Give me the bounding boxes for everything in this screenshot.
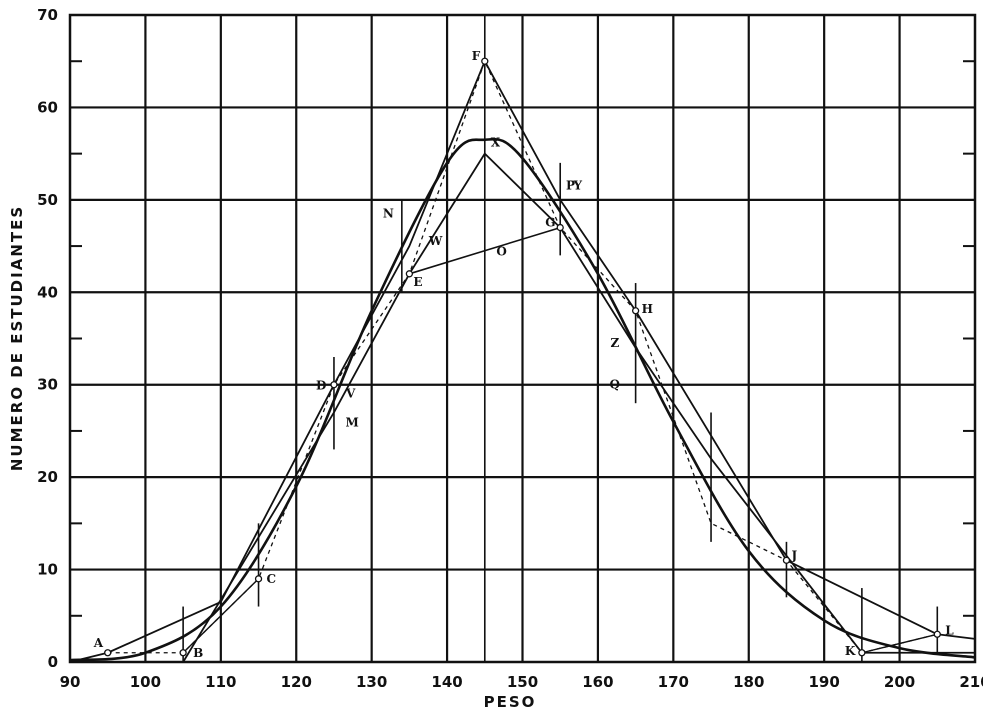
point-marker-c <box>254 575 263 583</box>
point-marker-f <box>481 57 489 65</box>
point-label-y: Y <box>573 179 583 193</box>
connector-k-l <box>861 633 938 654</box>
x-tick-label: 120 <box>281 673 312 691</box>
point-label-e: E <box>413 275 422 289</box>
point-label-m: M <box>346 416 359 430</box>
y-tick-label: 10 <box>37 561 58 579</box>
point-marker-l <box>933 630 941 638</box>
point-label-k: K <box>845 644 856 658</box>
point-marker-a <box>104 649 112 657</box>
point-label-h: H <box>642 302 653 316</box>
point-marker-h <box>631 307 640 315</box>
series-line-4 <box>69 137 976 662</box>
x-tick-label: 150 <box>507 673 538 691</box>
point-marker-j <box>782 556 791 564</box>
x-tick-label: 140 <box>431 673 462 691</box>
point-label-f: F <box>472 49 481 63</box>
point-marker-k <box>858 649 866 657</box>
plot-frame <box>68 13 977 664</box>
y-tick-label: 50 <box>37 191 58 209</box>
x-tick-label: 190 <box>809 673 840 691</box>
point-label-b: B <box>193 646 203 660</box>
x-tick-label: 90 <box>60 673 81 691</box>
marker-layer <box>104 57 941 657</box>
point-label-o: O <box>496 245 506 259</box>
point-label-x: X <box>491 135 501 149</box>
x-axis-label: PESO <box>484 693 537 711</box>
x-tick-label: 160 <box>582 673 613 691</box>
point-label-j: J <box>790 548 797 562</box>
tick-layer: 90 100 110 120 130 140 150 160 170 180 190 200 210 0 1… <box>37 6 983 691</box>
x-tick-label: 200 <box>884 673 915 691</box>
point-marker-g <box>556 223 564 232</box>
x-tick-label: 130 <box>356 673 387 691</box>
point-label-z: Z <box>611 336 620 350</box>
y-tick-label: 30 <box>37 376 58 394</box>
x-tick-label: 180 <box>733 673 764 691</box>
point-label-w: W <box>428 234 443 248</box>
point-label-d: D <box>316 379 326 393</box>
point-label-l: L <box>945 623 954 637</box>
point-label-c: C <box>267 572 277 586</box>
y-tick-label: 0 <box>48 653 58 671</box>
y-tick-label: 40 <box>37 283 58 301</box>
x-tick-label: 170 <box>658 673 689 691</box>
point-marker-b <box>179 649 187 657</box>
connector-b-c <box>182 578 260 654</box>
x-tick-label: 100 <box>130 673 161 691</box>
label-layer: A B C D V M E N W F X O G PY H Z Q J K L <box>93 49 955 660</box>
point-marker-d <box>330 381 338 389</box>
y-tick-label: 20 <box>37 468 58 486</box>
x-tick-label: 110 <box>205 673 236 691</box>
point-label-a: A <box>93 636 104 650</box>
y-tick-label: 60 <box>37 98 58 116</box>
point-label-n: N <box>383 206 394 220</box>
point-label-v: V <box>345 387 356 401</box>
y-tick-label: 70 <box>37 6 58 24</box>
y-axis-label: NUMERO DE ESTUDIANTES <box>8 205 26 471</box>
point-label-p: P <box>566 179 575 193</box>
x-tick-label: 210 <box>959 673 983 691</box>
point-marker-e <box>405 270 414 278</box>
point-label-g: G <box>545 216 555 230</box>
point-label-q: Q <box>610 378 620 392</box>
grid <box>70 15 975 662</box>
